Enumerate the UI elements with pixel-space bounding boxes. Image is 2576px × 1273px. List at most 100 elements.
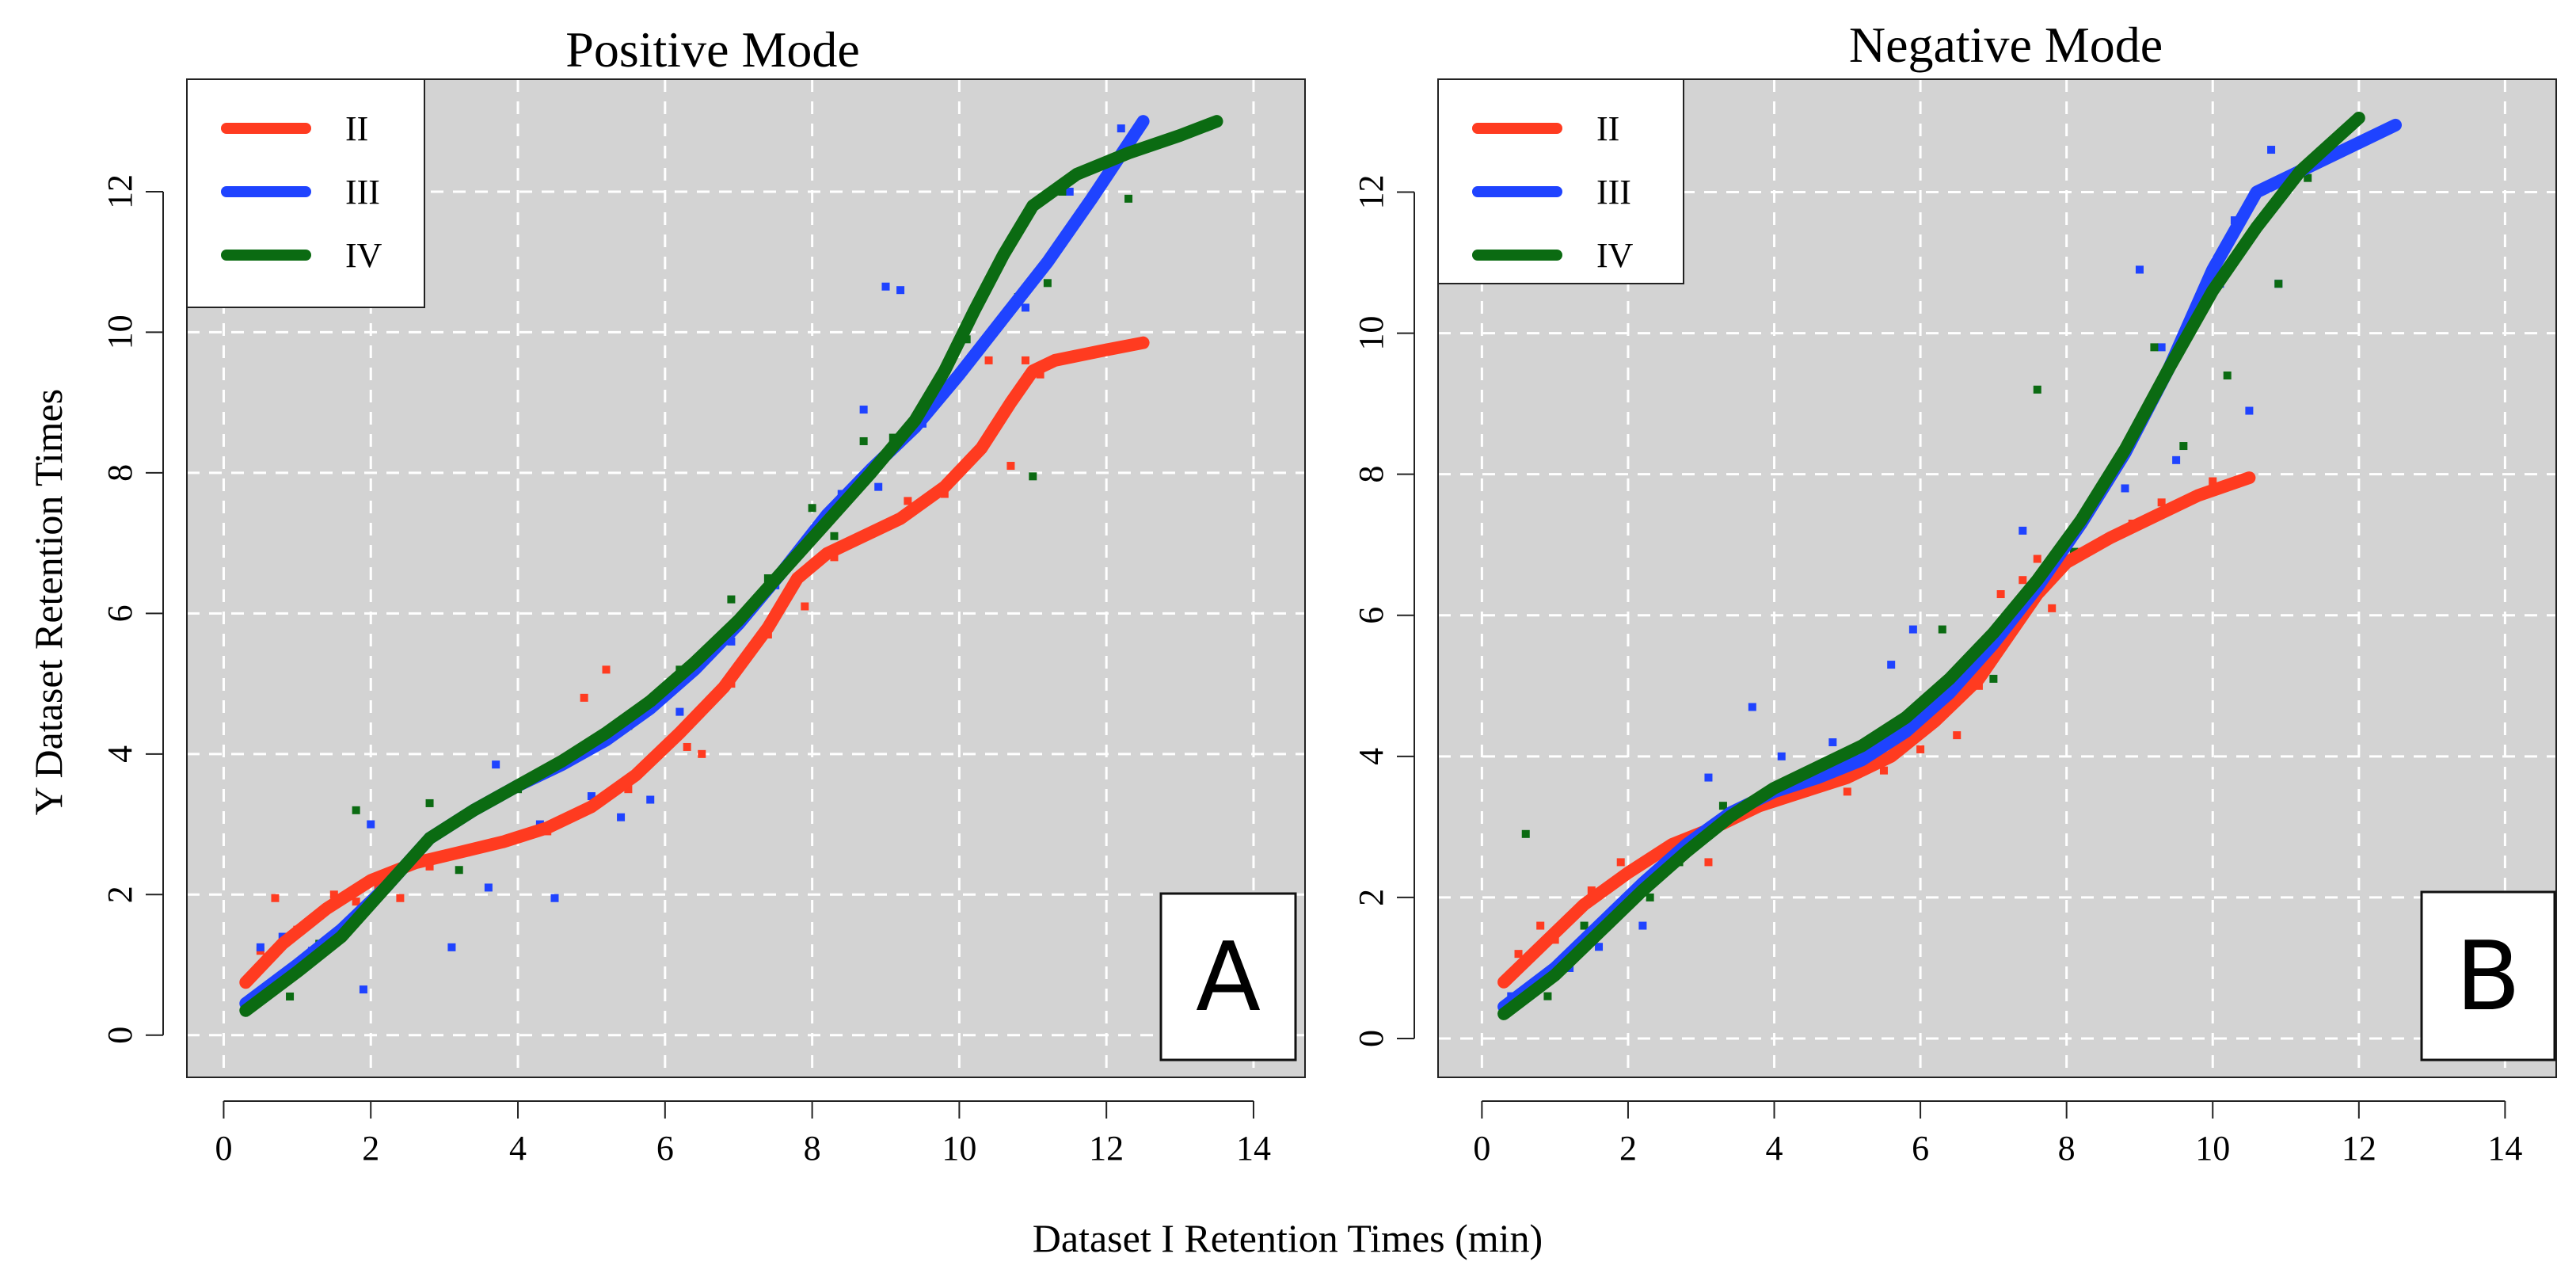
data-point — [1887, 661, 1896, 669]
x-tick-label: 6 — [656, 1129, 674, 1168]
data-point — [1124, 194, 1133, 203]
x-tick-label: 4 — [1766, 1129, 1783, 1168]
data-point — [1828, 738, 1837, 747]
data-point — [874, 482, 883, 491]
data-point — [2209, 477, 2217, 486]
data-point — [727, 595, 736, 604]
plot-border — [186, 78, 1306, 1078]
data-point — [2150, 343, 2159, 352]
data-point — [830, 532, 839, 540]
data-point — [2135, 265, 2144, 274]
data-point — [2033, 385, 2041, 394]
data-point — [602, 665, 611, 674]
panel-letter: B — [2456, 922, 2521, 1032]
data-point — [396, 894, 405, 902]
y-tick-label: 2 — [1352, 889, 1391, 906]
data-point — [2245, 406, 2254, 415]
x-tick-label: 8 — [2058, 1129, 2076, 1168]
data-point — [1006, 462, 1015, 471]
series-line — [1497, 112, 2365, 1020]
y-tick-label: 10 — [1352, 316, 1391, 351]
data-point — [1580, 921, 1589, 930]
panel-title: Positive Mode — [565, 21, 860, 78]
data-point — [550, 894, 559, 902]
panel-title: Negative Mode — [1849, 17, 2163, 73]
y-tick-label: 2 — [101, 886, 139, 903]
data-point — [2157, 498, 2166, 507]
data-point — [896, 286, 905, 295]
data-point — [286, 992, 295, 1000]
data-point — [1616, 858, 1625, 867]
data-point — [447, 943, 456, 951]
data-point — [1022, 303, 1029, 312]
data-point — [1587, 886, 1596, 895]
data-point — [2019, 576, 2027, 585]
x-tick-label: 14 — [1236, 1129, 1271, 1168]
data-point — [359, 985, 367, 994]
data-point — [808, 504, 816, 513]
panel-letter-box — [1159, 892, 1297, 1061]
data-point — [1704, 773, 1713, 782]
data-point — [256, 943, 264, 951]
panel-letter-box — [2420, 890, 2556, 1061]
data-point — [1638, 921, 1647, 930]
data-point — [1938, 625, 1946, 634]
data-point — [1646, 893, 1654, 901]
x-tick-label: 8 — [804, 1129, 821, 1168]
y-tick-label: 12 — [101, 174, 139, 209]
data-point — [1908, 625, 1917, 634]
x-tick-label: 14 — [2487, 1129, 2522, 1168]
data-point — [484, 883, 493, 892]
data-point — [675, 707, 684, 716]
y-tick-label: 0 — [1352, 1030, 1391, 1047]
data-point — [1029, 472, 1037, 481]
data-point — [2157, 343, 2166, 352]
data-point — [2274, 280, 2283, 288]
data-point — [587, 792, 595, 801]
data-point — [352, 898, 360, 906]
x-tick-label: 12 — [2342, 1129, 2376, 1168]
data-point — [492, 760, 500, 769]
series-line — [239, 115, 1223, 1017]
legend-label: IV — [1596, 236, 1634, 275]
legend-label: III — [345, 173, 380, 212]
data-point — [367, 820, 375, 829]
data-point — [2179, 442, 2188, 451]
data-point — [1953, 731, 1961, 740]
data-point — [1022, 356, 1029, 364]
data-point — [352, 806, 360, 814]
data-point — [1704, 858, 1713, 867]
data-point — [2172, 455, 2181, 464]
data-point — [271, 894, 280, 902]
x-tick-label: 4 — [509, 1129, 527, 1168]
data-point — [1777, 752, 1786, 760]
data-point — [1521, 829, 1530, 838]
data-point — [1989, 674, 1998, 683]
legend-label: IV — [345, 236, 382, 275]
data-point — [329, 890, 338, 899]
data-point — [1043, 279, 1052, 288]
data-point — [2304, 173, 2312, 182]
data-point — [2267, 146, 2276, 154]
legend-label: II — [1596, 109, 1619, 148]
data-point — [1748, 703, 1756, 711]
data-point — [2033, 555, 2041, 563]
y-tick-label: 6 — [1352, 607, 1391, 624]
data-point — [425, 862, 434, 871]
legend-label: III — [1596, 173, 1631, 212]
data-point — [617, 813, 626, 821]
x-tick-label: 0 — [215, 1129, 232, 1168]
legend-label: II — [345, 109, 368, 148]
x-tick-label: 2 — [362, 1129, 379, 1168]
data-point — [646, 795, 655, 804]
data-point — [624, 785, 633, 794]
shared-x-axis-label: Dataset I Retention Times (min) — [1033, 1216, 1543, 1260]
data-point — [1543, 992, 1552, 1000]
data-point — [1843, 787, 1851, 796]
x-tick-label: 10 — [942, 1129, 976, 1168]
data-point — [2048, 604, 2057, 612]
data-point — [830, 553, 839, 562]
series-line — [1497, 471, 2256, 989]
data-point — [2121, 484, 2129, 493]
